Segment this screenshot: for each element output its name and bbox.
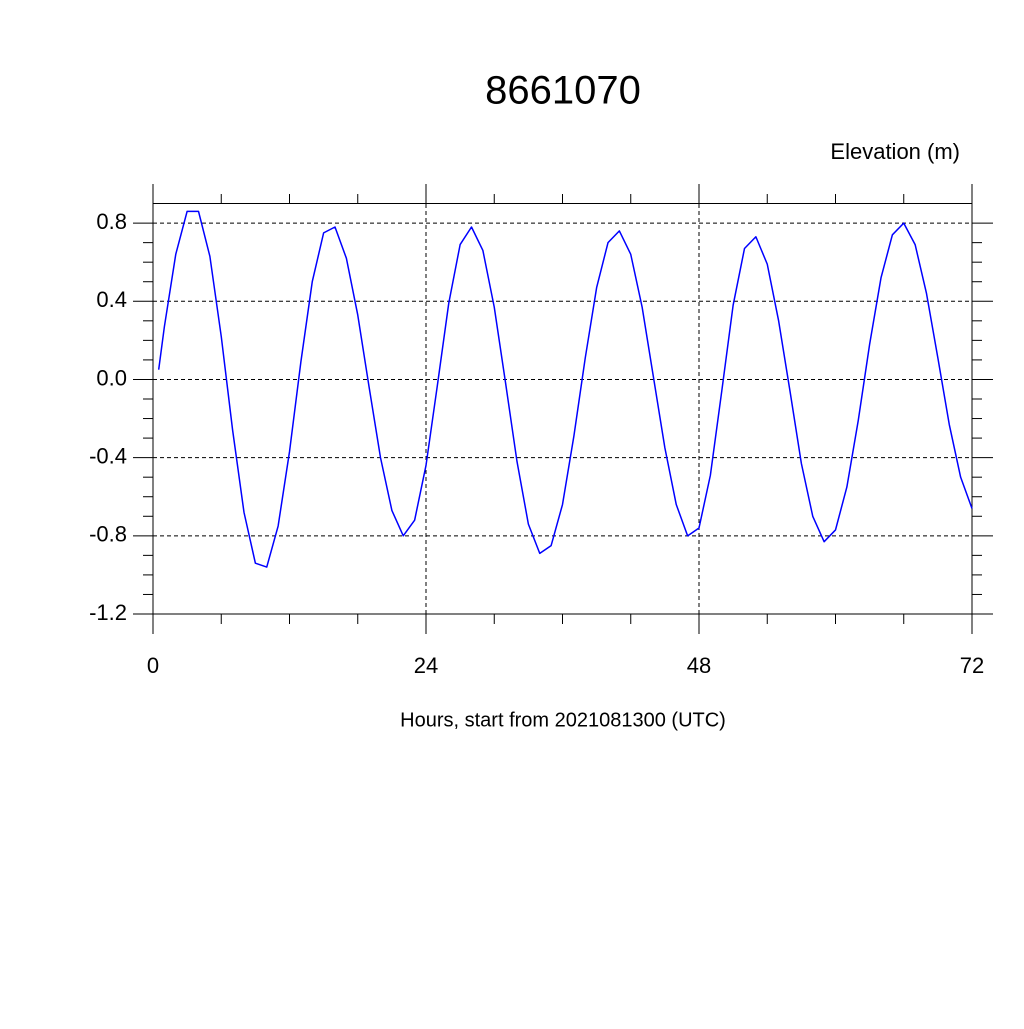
x-tick-label: 72 bbox=[960, 653, 984, 678]
y-tick-label: -0.8 bbox=[89, 522, 127, 547]
data-line bbox=[157, 210, 973, 568]
y-tick-label: 0.8 bbox=[96, 209, 127, 234]
x-tick-label: 0 bbox=[147, 653, 159, 678]
chart-title: 8661070 bbox=[485, 69, 641, 113]
y-tick-label: -1.2 bbox=[89, 600, 127, 625]
y-tick-label: 0.0 bbox=[96, 365, 127, 390]
y-axis-label: Elevation (m) bbox=[830, 139, 960, 164]
x-axis-label: Hours, start from 2021081300 (UTC) bbox=[400, 709, 726, 731]
y-tick-label: 0.4 bbox=[96, 287, 127, 312]
x-tick-label: 48 bbox=[687, 653, 711, 678]
x-tick-label: 24 bbox=[414, 653, 438, 678]
y-tick-label: -0.4 bbox=[89, 443, 127, 468]
